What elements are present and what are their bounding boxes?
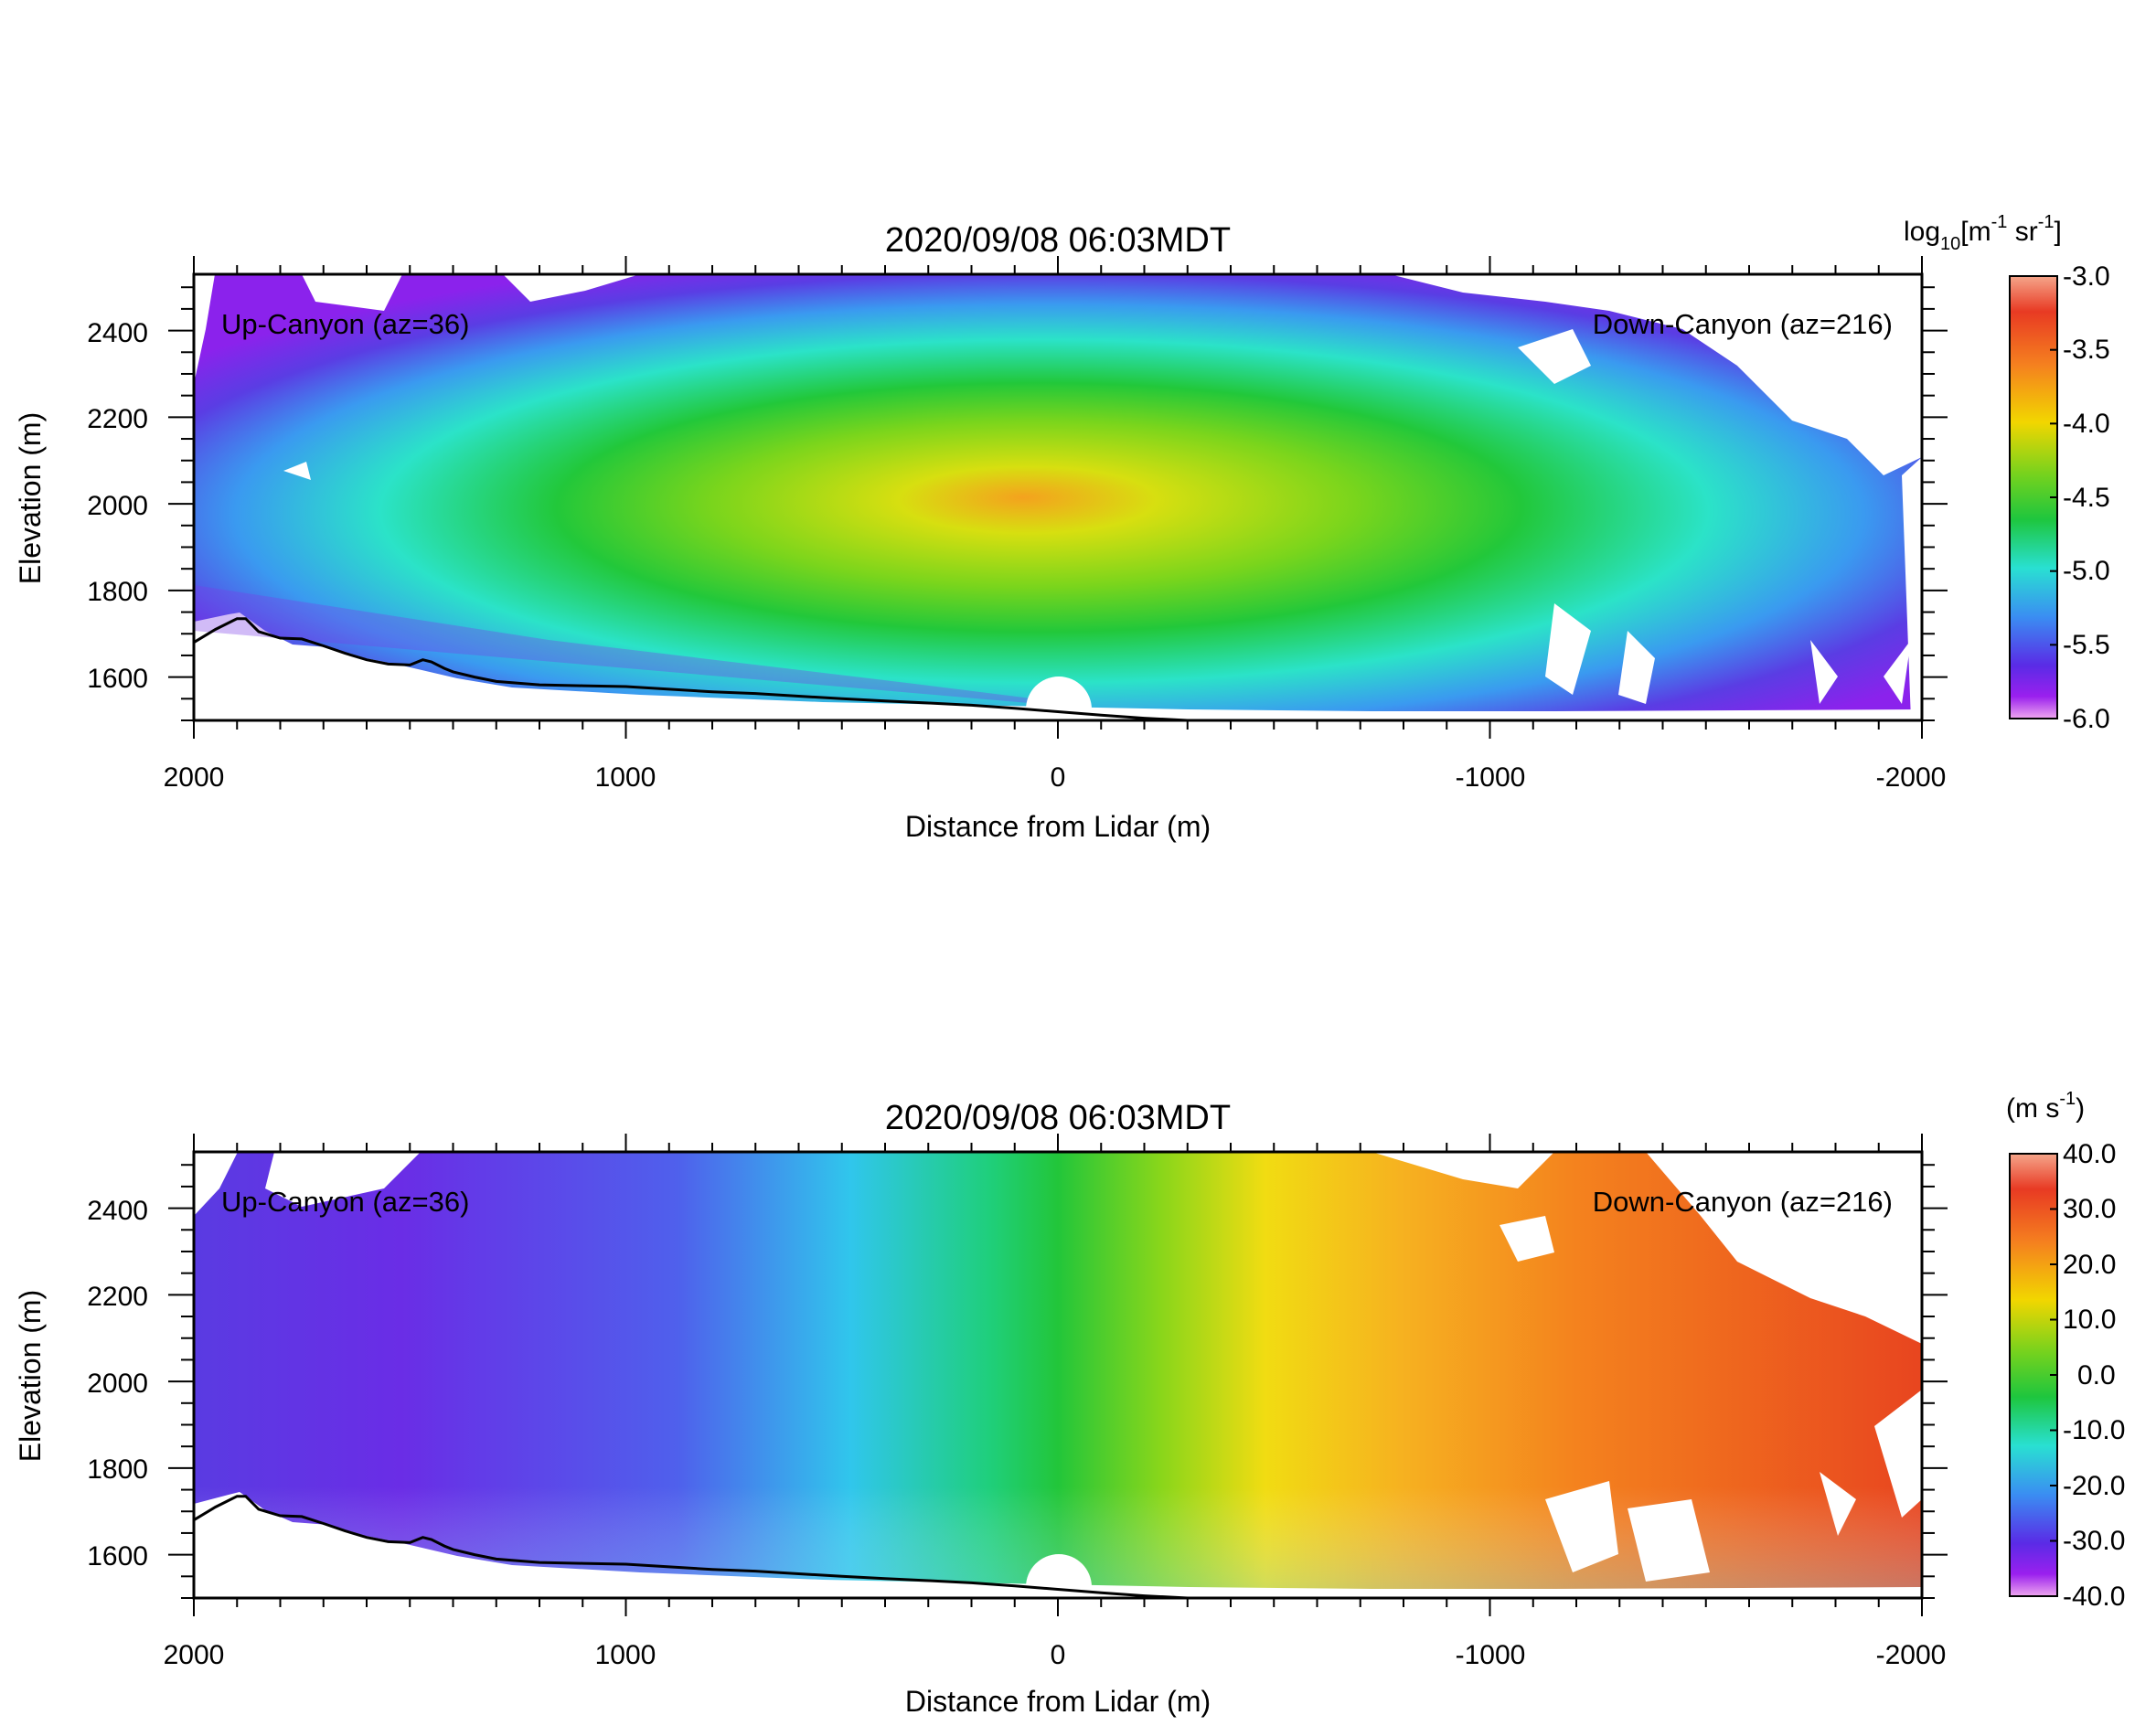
colorbar-tick-label: -20.0 <box>2063 1471 2125 1501</box>
y-tick-label: 2400 <box>87 1196 148 1226</box>
colorbar-tick-label: -3.5 <box>2063 335 2110 365</box>
colorbar-tick-labels: -3.0 -3.5 -4.0 -4.5 -5.0 -5.5 -6.0 <box>2063 261 2110 734</box>
colorbar-tick-label: -4.0 <box>2063 409 2110 439</box>
x-tick-label: -2000 <box>1876 762 1947 793</box>
x-tick-label: 2000 <box>164 762 225 793</box>
annotation-up-canyon: Up-Canyon (az=36) <box>221 308 469 340</box>
colorbar-tick-label: 10.0 <box>2063 1305 2116 1335</box>
colorbar-tick-label: 20.0 <box>2063 1250 2116 1280</box>
colorbar-gradient <box>2009 1153 2058 1597</box>
x-axis-label: Distance from Lidar (m) <box>905 1685 1211 1718</box>
x-tick-label: 1000 <box>595 1640 656 1670</box>
colorbar-tick-label: -5.5 <box>2063 630 2110 660</box>
colorbar-tick-labels: 40.0 30.0 20.0 10.0 0.0 -10.0 -20.0 -30.… <box>2063 1139 2125 1612</box>
y-tick-label: 2200 <box>87 1282 148 1312</box>
terrain-line <box>193 617 1188 722</box>
data-gaps <box>194 274 1922 720</box>
x-tick-label: -1000 <box>1456 762 1526 793</box>
colorbar-label: (m s-1) <box>2006 1089 2085 1124</box>
y-tick-labels: 2400 2200 2000 1800 1600 <box>87 1196 148 1572</box>
x-tick-label: 0 <box>1051 1640 1066 1670</box>
x-tick-label: 0 <box>1051 762 1066 793</box>
x-tick-labels: 2000 1000 0 -1000 -2000 <box>164 1640 1947 1670</box>
backscatter-panel: 2020/09/08 06:03MDT Up-Canyon (az=36) Do… <box>14 212 2110 843</box>
axis-ticks <box>168 1134 1948 1616</box>
colorbar-gradient <box>2009 275 2058 719</box>
panel-title: 2020/09/08 06:03MDT <box>885 1099 1231 1137</box>
y-tick-label: 2400 <box>87 318 148 348</box>
colorbar-tick-label: -5.0 <box>2063 556 2110 586</box>
annotation-up-canyon: Up-Canyon (az=36) <box>221 1186 469 1218</box>
colorbar-tick-label: 40.0 <box>2063 1139 2116 1169</box>
y-axis-label: Elevation (m) <box>14 412 47 585</box>
lidar-blind-zone <box>1026 1554 1092 1587</box>
colorbar: 40.0 30.0 20.0 10.0 0.0 -10.0 -20.0 -30.… <box>2006 1089 2125 1612</box>
axis-ticks <box>168 256 1948 739</box>
annotation-down-canyon: Down-Canyon (az=216) <box>1593 1186 1893 1218</box>
data-gaps <box>194 1152 1922 1598</box>
x-tick-label: 1000 <box>595 762 656 793</box>
colorbar-tick-label: -30.0 <box>2063 1526 2125 1556</box>
y-axis-label: Elevation (m) <box>14 1290 47 1463</box>
y-tick-label: 2000 <box>87 1369 148 1399</box>
backscatter-field <box>194 274 1922 720</box>
terrain-line <box>193 1495 1188 1600</box>
near-ground-layer <box>194 585 1061 706</box>
colorbar-tick-label: -40.0 <box>2063 1582 2125 1612</box>
x-tick-label: -1000 <box>1456 1640 1526 1670</box>
annotation-down-canyon: Down-Canyon (az=216) <box>1593 308 1893 340</box>
colorbar-tick-label: -6.0 <box>2063 704 2110 734</box>
x-tick-label: 2000 <box>164 1640 225 1670</box>
y-tick-labels: 2400 2200 2000 1800 1600 <box>87 318 148 694</box>
panel-title: 2020/09/08 06:03MDT <box>885 221 1231 260</box>
y-tick-label: 1600 <box>87 664 148 694</box>
colorbar-label: log10[m-1 sr-1] <box>1904 212 2062 254</box>
y-tick-label: 2000 <box>87 491 148 521</box>
y-tick-label: 1800 <box>87 1454 148 1485</box>
velocity-panel: 2020/09/08 06:03MDT Up-Canyon (az=36) Do… <box>14 1089 2125 1718</box>
y-tick-label: 2200 <box>87 404 148 434</box>
colorbar: -3.0 -3.5 -4.0 -4.5 -5.0 -5.5 -6.0 log10… <box>1904 212 2110 734</box>
colorbar-tick-label: -10.0 <box>2063 1415 2125 1445</box>
x-tick-label: -2000 <box>1876 1640 1947 1670</box>
x-axis-label: Distance from Lidar (m) <box>905 810 1211 843</box>
colorbar-tick-label: -3.0 <box>2063 261 2110 292</box>
lidar-blind-zone <box>1026 677 1092 709</box>
colorbar-tick-label: 30.0 <box>2063 1194 2116 1224</box>
colorbar-tick-label: -4.5 <box>2063 483 2110 513</box>
x-tick-labels: 2000 1000 0 -1000 -2000 <box>164 762 1947 793</box>
y-tick-label: 1800 <box>87 577 148 607</box>
colorbar-tick-label: 0.0 <box>2077 1360 2116 1390</box>
y-tick-label: 1600 <box>87 1541 148 1572</box>
